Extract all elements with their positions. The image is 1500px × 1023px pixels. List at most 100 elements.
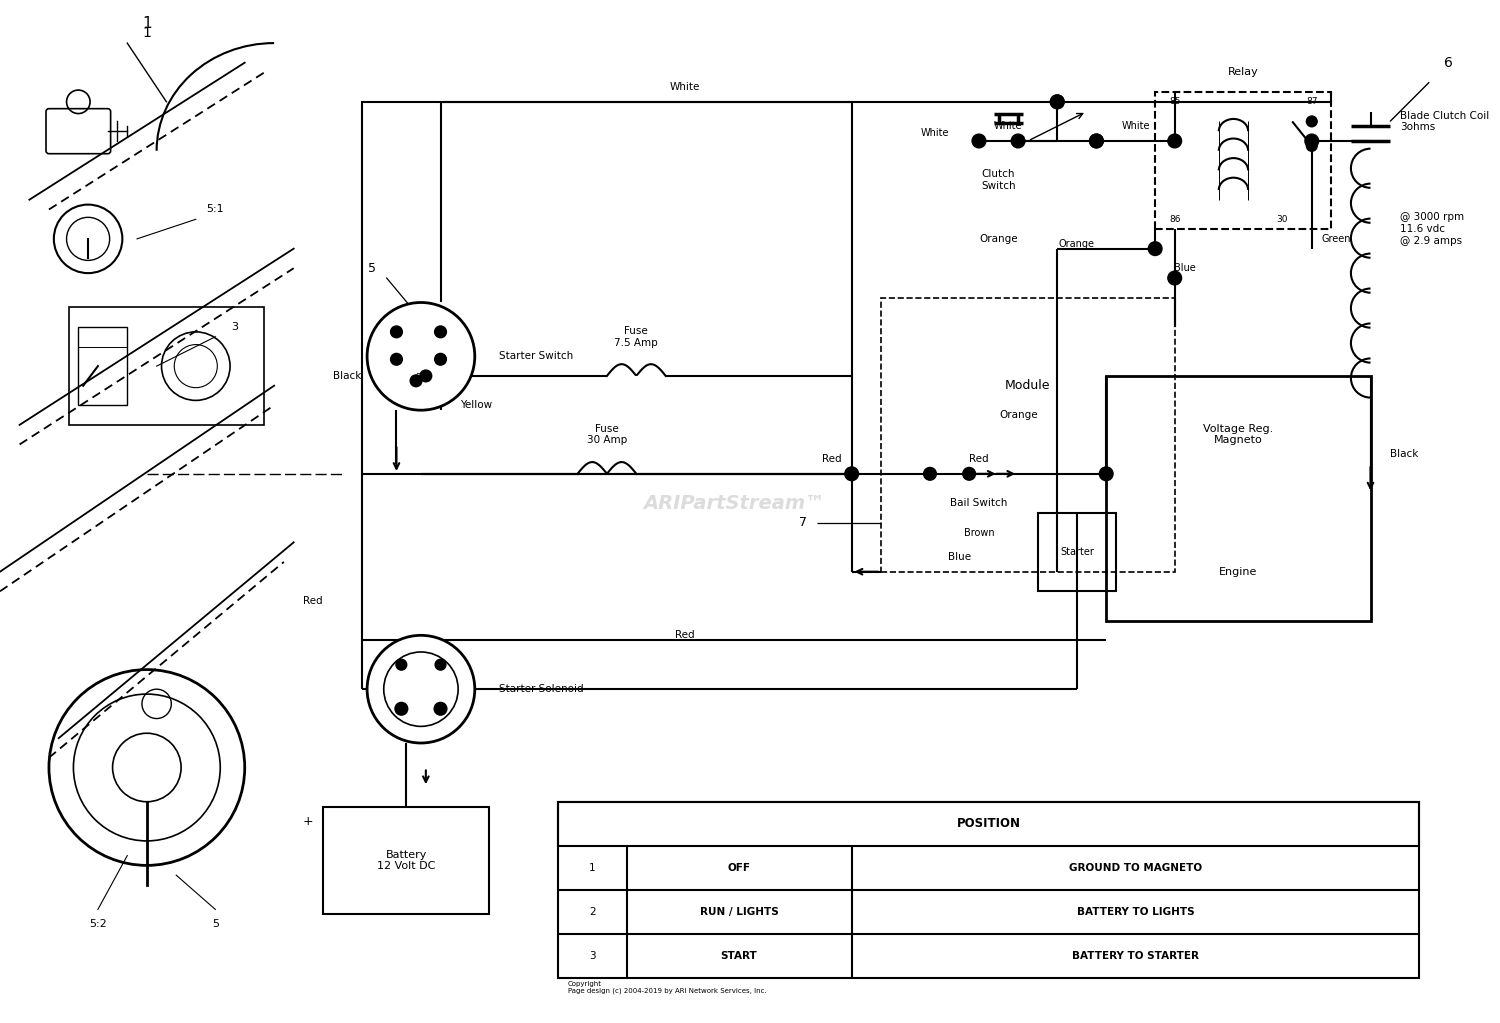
Text: 85: 85 [1168, 97, 1180, 106]
Text: Voltage Reg.
Magneto: Voltage Reg. Magneto [1203, 424, 1274, 445]
Bar [1155, 92, 1332, 229]
Circle shape [1089, 134, 1104, 148]
Bar [362, 102, 852, 474]
Bar [1038, 513, 1116, 591]
Text: 7: 7 [798, 517, 807, 529]
Text: Red: Red [969, 454, 988, 464]
Text: Clutch
Switch: Clutch Switch [981, 170, 1016, 191]
Text: 30: 30 [1276, 215, 1288, 224]
Bar [69, 307, 264, 425]
Text: White: White [994, 122, 1023, 131]
Circle shape [433, 703, 447, 715]
Circle shape [1306, 140, 1317, 151]
Text: @ 3000 rpm
11.6 vdc
@ 2.9 amps: @ 3000 rpm 11.6 vdc @ 2.9 amps [1400, 213, 1464, 246]
Text: Fuse
7.5 Amp: Fuse 7.5 Amp [615, 326, 658, 348]
Circle shape [1168, 271, 1182, 284]
Text: RUN / LIGHTS: RUN / LIGHTS [699, 906, 778, 917]
Text: Fuse
30 Amp: Fuse 30 Amp [586, 424, 627, 445]
Text: Bail Switch: Bail Switch [950, 498, 1008, 508]
Text: BATTERY TO STARTER: BATTERY TO STARTER [1072, 951, 1198, 961]
Text: 5: 5 [211, 919, 219, 929]
Text: Relay: Relay [1228, 68, 1258, 78]
Text: 3: 3 [231, 322, 238, 332]
Text: Brown: Brown [963, 528, 994, 537]
Text: 1: 1 [142, 16, 152, 31]
Text: M: M [436, 327, 444, 337]
Text: Orange: Orange [980, 234, 1018, 243]
Text: Black: Black [333, 371, 362, 381]
Circle shape [963, 468, 975, 480]
Text: POSITION: POSITION [957, 817, 1020, 831]
Text: White: White [921, 128, 950, 138]
Text: Orange: Orange [1059, 238, 1095, 249]
Circle shape [1149, 241, 1162, 256]
Text: Engine: Engine [1220, 567, 1257, 577]
Text: 5:2: 5:2 [88, 919, 106, 929]
Text: Blade Clutch Coil
3ohms: Blade Clutch Coil 3ohms [1400, 110, 1490, 132]
Text: GROUND TO MAGNETO: GROUND TO MAGNETO [1070, 862, 1202, 873]
Circle shape [1168, 134, 1182, 148]
Circle shape [368, 303, 476, 410]
Text: 5:1: 5:1 [207, 205, 224, 215]
Circle shape [420, 370, 432, 382]
Text: Red: Red [303, 596, 322, 606]
Bar [322, 807, 489, 915]
Circle shape [410, 375, 422, 387]
Circle shape [368, 635, 476, 743]
Circle shape [972, 134, 986, 148]
Text: B: B [438, 355, 442, 364]
Text: +: + [303, 815, 313, 828]
Text: 87: 87 [1306, 97, 1317, 106]
Circle shape [924, 468, 936, 480]
Text: Yellow: Yellow [460, 400, 492, 410]
Text: 1: 1 [142, 27, 152, 40]
Text: START: START [720, 951, 758, 961]
Circle shape [1306, 116, 1317, 127]
Text: Black: Black [1390, 449, 1419, 459]
Text: 6: 6 [1444, 55, 1454, 70]
Text: Red: Red [675, 630, 694, 640]
Text: White: White [670, 82, 700, 92]
Text: Starter Switch: Starter Switch [500, 351, 573, 361]
Text: 3: 3 [590, 951, 596, 961]
Circle shape [435, 659, 445, 670]
Text: Orange: Orange [999, 410, 1038, 420]
Bar [1106, 375, 1371, 621]
Circle shape [384, 652, 458, 726]
Circle shape [390, 326, 402, 338]
Bar [880, 298, 1174, 572]
Circle shape [1089, 134, 1104, 148]
Bar [558, 802, 1419, 846]
Text: L: L [394, 327, 399, 337]
Text: Copyright
Page design (c) 2004-2019 by ARI Network Services, Inc.: Copyright Page design (c) 2004-2019 by A… [568, 981, 766, 994]
Circle shape [394, 703, 408, 715]
Bar [558, 802, 1419, 978]
Circle shape [844, 466, 858, 481]
Text: Starter: Starter [1060, 547, 1094, 558]
Text: 2: 2 [590, 906, 596, 917]
Text: Module: Module [1005, 380, 1050, 392]
Circle shape [396, 659, 406, 670]
Circle shape [1100, 466, 1113, 481]
Text: 86: 86 [1168, 215, 1180, 224]
Circle shape [435, 326, 447, 338]
Text: OFF: OFF [728, 862, 750, 873]
Text: Battery
12 Volt DC: Battery 12 Volt DC [376, 850, 435, 872]
Circle shape [435, 353, 447, 365]
Circle shape [1050, 95, 1064, 108]
Text: BATTERY TO LIGHTS: BATTERY TO LIGHTS [1077, 906, 1194, 917]
Text: Red: Red [822, 454, 842, 464]
Text: White: White [1122, 122, 1150, 131]
Bar [78, 327, 128, 405]
Text: Green: Green [1322, 234, 1352, 243]
Text: G: G [393, 355, 399, 364]
Text: 5: 5 [368, 262, 376, 275]
Circle shape [390, 353, 402, 365]
Text: Blue: Blue [1173, 263, 1196, 273]
Circle shape [1050, 95, 1064, 108]
Text: Blue: Blue [948, 552, 970, 562]
Circle shape [1011, 134, 1025, 148]
Text: S: S [416, 373, 420, 383]
Circle shape [1305, 134, 1318, 148]
Text: 1: 1 [590, 862, 596, 873]
